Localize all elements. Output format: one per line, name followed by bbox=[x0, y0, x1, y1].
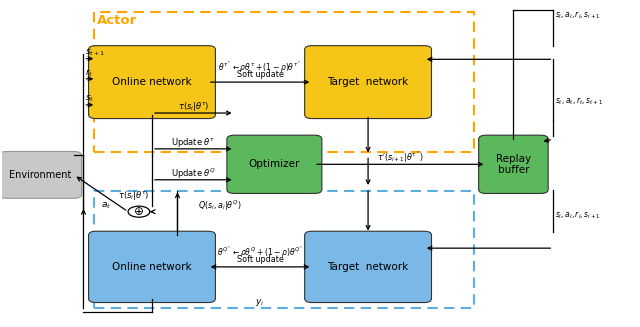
Text: Online network: Online network bbox=[112, 262, 192, 272]
Text: $\theta^{Q^*}\leftarrow\rho\theta^{Q}+(1-\rho)\theta^{Q^*}$: $\theta^{Q^*}\leftarrow\rho\theta^{Q}+(1… bbox=[217, 245, 303, 260]
Text: $a_t$: $a_t$ bbox=[101, 200, 111, 211]
Text: $s_t,a_t,r_t,s_{t+1}$: $s_t,a_t,r_t,s_{t+1}$ bbox=[554, 96, 602, 107]
Text: $\oplus$: $\oplus$ bbox=[134, 205, 145, 218]
Text: $y_i$: $y_i$ bbox=[255, 297, 265, 308]
FancyBboxPatch shape bbox=[305, 46, 431, 119]
FancyBboxPatch shape bbox=[0, 151, 81, 198]
Text: Target  network: Target network bbox=[328, 262, 409, 272]
Text: $\tau'(s_{i+1}|\theta^{\tau^*})$: $\tau'(s_{i+1}|\theta^{\tau^*})$ bbox=[377, 149, 424, 165]
Text: Critic: Critic bbox=[97, 293, 136, 306]
Circle shape bbox=[128, 206, 150, 217]
Text: $\tau(s_i|\theta^\tau)$: $\tau(s_i|\theta^\tau)$ bbox=[118, 189, 149, 202]
Text: $s_i,a_i,r_i,s_{i+1}$: $s_i,a_i,r_i,s_{i+1}$ bbox=[554, 210, 600, 221]
Text: $s_t$: $s_t$ bbox=[84, 94, 94, 104]
Text: Update $\theta^Q$: Update $\theta^Q$ bbox=[171, 167, 216, 181]
FancyBboxPatch shape bbox=[88, 231, 216, 302]
FancyBboxPatch shape bbox=[227, 135, 322, 194]
Text: $s_{t+1}$: $s_{t+1}$ bbox=[84, 47, 105, 58]
Text: Environment: Environment bbox=[9, 170, 72, 180]
Text: Soft update: Soft update bbox=[237, 255, 284, 264]
Text: Actor: Actor bbox=[97, 14, 137, 27]
Text: $Q(s_i,a_i|\theta^Q)$: $Q(s_i,a_i|\theta^Q)$ bbox=[198, 198, 241, 213]
Text: $s_i,a_i,r_i,s_{i+1}$: $s_i,a_i,r_i,s_{i+1}$ bbox=[554, 9, 600, 21]
Text: Replay
buffer: Replay buffer bbox=[496, 153, 531, 175]
Text: $\theta^{\tau^*}\leftarrow\rho\theta^{\tau}+(1-\rho)\theta^{\tau^*}$: $\theta^{\tau^*}\leftarrow\rho\theta^{\t… bbox=[218, 60, 301, 75]
Text: Soft update: Soft update bbox=[237, 70, 284, 79]
Text: $\tau(s_i|\theta^\tau)$: $\tau(s_i|\theta^\tau)$ bbox=[177, 100, 209, 113]
FancyBboxPatch shape bbox=[479, 135, 548, 194]
Text: Optimizer: Optimizer bbox=[249, 159, 300, 169]
Text: Update $\theta^\tau$: Update $\theta^\tau$ bbox=[171, 136, 216, 149]
FancyBboxPatch shape bbox=[88, 46, 216, 119]
FancyBboxPatch shape bbox=[305, 231, 431, 302]
Text: Target  network: Target network bbox=[328, 77, 409, 87]
Text: Online network: Online network bbox=[112, 77, 192, 87]
Text: $r_t$: $r_t$ bbox=[84, 67, 93, 79]
